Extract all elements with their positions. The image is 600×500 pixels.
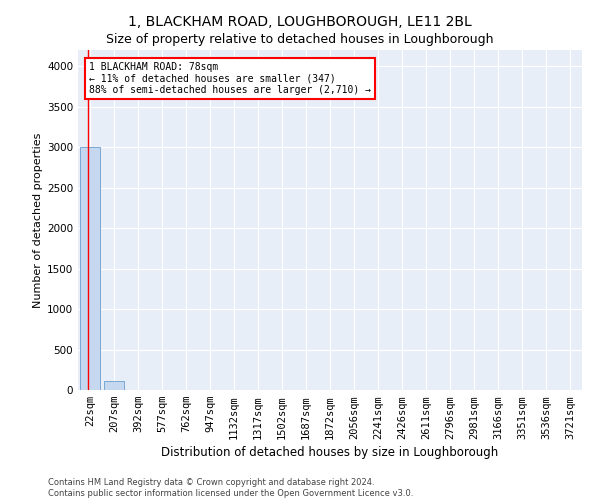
Text: 1, BLACKHAM ROAD, LOUGHBOROUGH, LE11 2BL: 1, BLACKHAM ROAD, LOUGHBOROUGH, LE11 2BL — [128, 15, 472, 29]
Text: 1 BLACKHAM ROAD: 78sqm
← 11% of detached houses are smaller (347)
88% of semi-de: 1 BLACKHAM ROAD: 78sqm ← 11% of detached… — [89, 62, 371, 96]
Bar — [104, 380, 124, 390]
Y-axis label: Number of detached properties: Number of detached properties — [33, 132, 43, 308]
Text: Contains HM Land Registry data © Crown copyright and database right 2024.
Contai: Contains HM Land Registry data © Crown c… — [48, 478, 413, 498]
Bar — [80, 147, 100, 390]
Text: Size of property relative to detached houses in Loughborough: Size of property relative to detached ho… — [106, 32, 494, 46]
X-axis label: Distribution of detached houses by size in Loughborough: Distribution of detached houses by size … — [161, 446, 499, 458]
